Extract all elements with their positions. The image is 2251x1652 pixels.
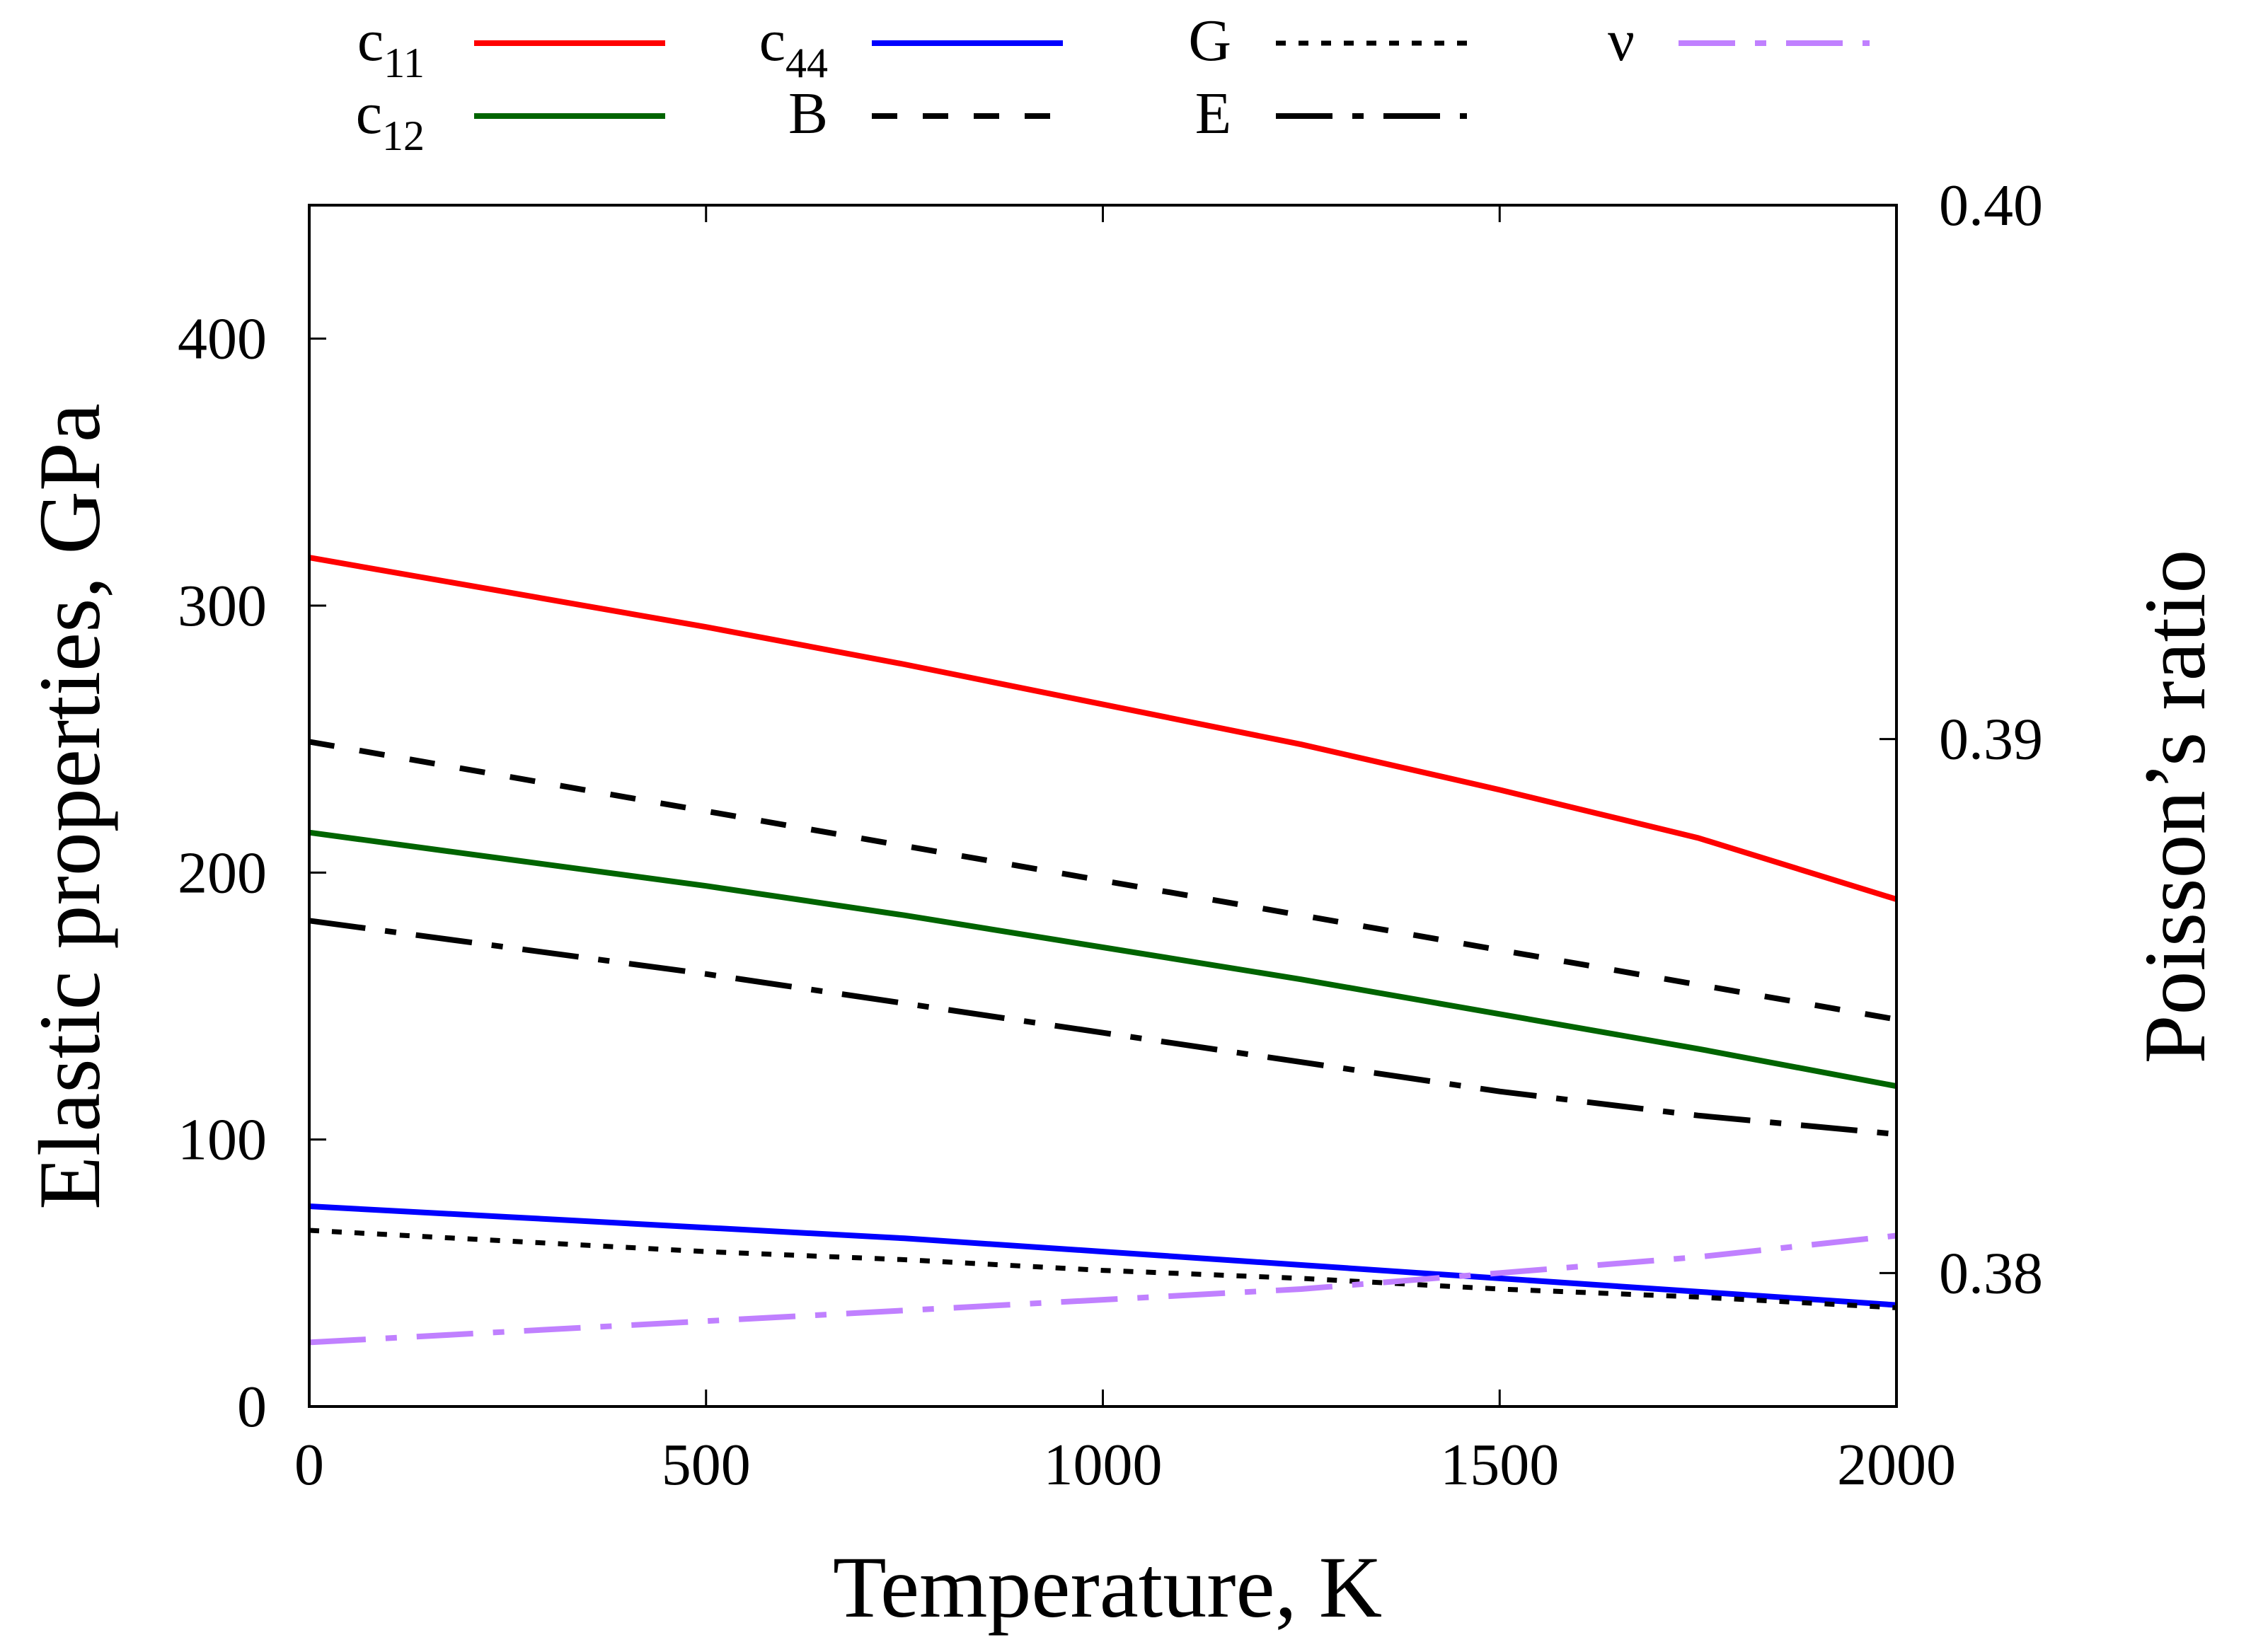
legend-label-G: G bbox=[1188, 8, 1231, 74]
legend-label-: ν bbox=[1608, 8, 1635, 74]
x-tick-label: 2000 bbox=[1837, 1432, 1956, 1498]
series-line-B bbox=[309, 739, 1897, 1022]
y-tick-label: 200 bbox=[178, 840, 267, 906]
series-line-c44 bbox=[309, 1203, 1897, 1308]
legend-label-B: B bbox=[788, 81, 828, 146]
y2-tick-label: 0.39 bbox=[1939, 707, 2043, 773]
series-line-G bbox=[309, 1228, 1897, 1310]
y-tick-label: 400 bbox=[178, 306, 267, 372]
y-tick-label: 100 bbox=[178, 1107, 267, 1173]
x-tick-label: 1500 bbox=[1440, 1432, 1559, 1498]
series-line-E bbox=[309, 918, 1897, 1138]
x-tick-label: 0 bbox=[294, 1432, 324, 1498]
plot-frame bbox=[308, 204, 1898, 1408]
y-axis-right: 0.38 0.39 0.40 bbox=[1879, 173, 2043, 1306]
series-line-c11 bbox=[309, 555, 1898, 902]
y-axis-left: 0 100 200 300 400 bbox=[178, 306, 326, 1440]
x-tick-label: 500 bbox=[662, 1432, 751, 1498]
x-tick-label: 1000 bbox=[1044, 1432, 1163, 1498]
y2-tick-label: 0.38 bbox=[1939, 1240, 2043, 1306]
x-axis-title: Temperature, K bbox=[833, 1539, 1382, 1636]
y-tick-label: 0 bbox=[237, 1374, 267, 1440]
legend-label-c11: c11 bbox=[357, 8, 425, 86]
series-line-c12 bbox=[309, 829, 1897, 1090]
x-axis: 0 500 1000 1500 2000 bbox=[294, 205, 1956, 1498]
y-axis-title: Elastic properties, GPa bbox=[21, 403, 118, 1210]
series-line- bbox=[309, 1232, 1897, 1346]
legend-label-c12: c12 bbox=[356, 81, 425, 159]
y2-axis-title: Poisson’s ratio bbox=[2126, 550, 2223, 1064]
legend-label-E: E bbox=[1195, 81, 1231, 146]
y-tick-label: 300 bbox=[178, 573, 267, 639]
series-group bbox=[309, 555, 1898, 1346]
y2-tick-label: 0.40 bbox=[1939, 173, 2043, 238]
legend-label-c44: c44 bbox=[759, 8, 828, 86]
